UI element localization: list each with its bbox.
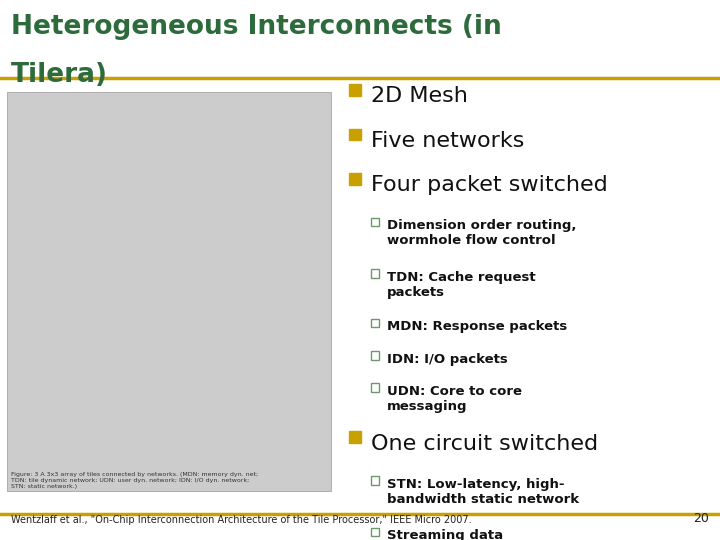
Text: Five networks: Five networks <box>371 131 524 151</box>
Text: Tilera): Tilera) <box>11 62 108 88</box>
Text: Wentzlaff et al., "On-Chip Interconnection Architecture of the Tile Processor," : Wentzlaff et al., "On-Chip Interconnecti… <box>11 515 472 525</box>
Bar <box>349 129 361 140</box>
Text: TDN: Cache request
packets: TDN: Cache request packets <box>387 271 536 299</box>
Bar <box>371 351 379 360</box>
Bar <box>371 319 379 327</box>
Bar <box>371 269 379 278</box>
Text: Streaming data: Streaming data <box>387 529 503 540</box>
Text: One circuit switched: One circuit switched <box>371 434 598 454</box>
Text: 20: 20 <box>693 512 709 525</box>
Text: Heterogeneous Interconnects (in: Heterogeneous Interconnects (in <box>11 14 502 39</box>
Text: Four packet switched: Four packet switched <box>371 175 608 195</box>
FancyBboxPatch shape <box>7 92 331 491</box>
Bar <box>371 218 379 226</box>
Bar <box>349 173 361 185</box>
Text: Figure: 3 A 3x3 array of tiles connected by networks. (MDN: memory dyn. net;
TDN: Figure: 3 A 3x3 array of tiles connected… <box>11 472 258 489</box>
Text: IDN: I/O packets: IDN: I/O packets <box>387 353 508 366</box>
Bar <box>371 528 379 536</box>
Bar <box>349 431 361 443</box>
Bar <box>371 383 379 392</box>
Bar <box>371 476 379 485</box>
Bar <box>349 84 361 96</box>
Text: MDN: Response packets: MDN: Response packets <box>387 320 567 333</box>
Text: UDN: Core to core
messaging: UDN: Core to core messaging <box>387 385 523 413</box>
Text: STN: Low-latency, high-
bandwidth static network: STN: Low-latency, high- bandwidth static… <box>387 478 580 506</box>
Text: 2D Mesh: 2D Mesh <box>371 86 468 106</box>
Text: Dimension order routing,
wormhole flow control: Dimension order routing, wormhole flow c… <box>387 219 577 247</box>
